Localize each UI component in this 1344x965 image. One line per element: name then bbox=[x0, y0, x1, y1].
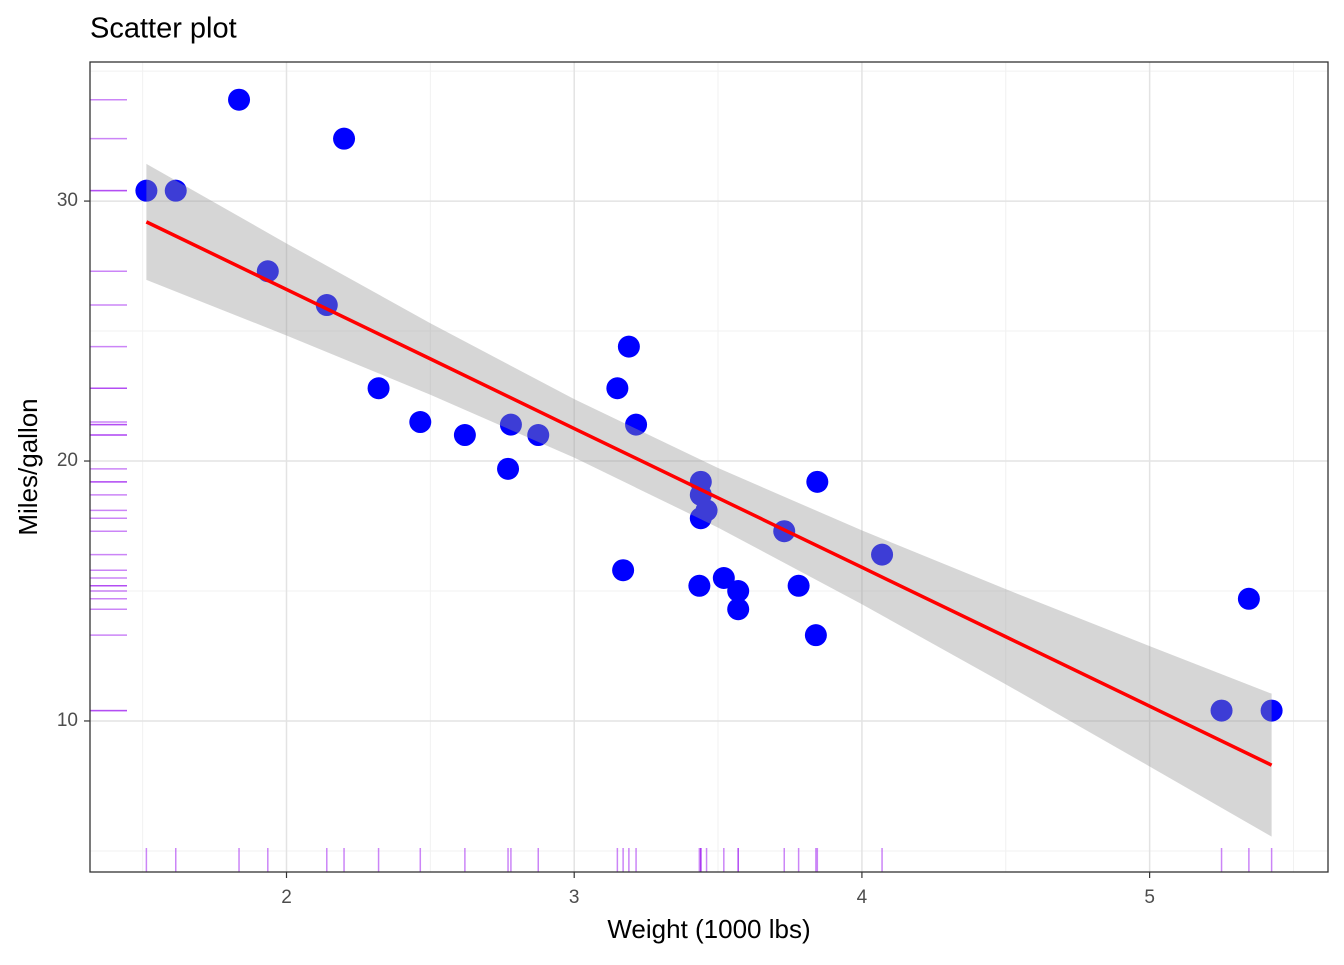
point bbox=[688, 574, 711, 597]
point bbox=[499, 413, 522, 436]
fit-line bbox=[145, 220, 1273, 767]
point bbox=[689, 507, 712, 530]
point bbox=[497, 457, 520, 480]
x-axis-label: Weight (1000 lbs) bbox=[607, 914, 810, 944]
x-tick-label: 5 bbox=[1144, 887, 1155, 908]
point bbox=[1260, 699, 1283, 722]
panel-background bbox=[90, 62, 1328, 872]
x-tick-label: 2 bbox=[281, 887, 292, 908]
y-tick-label: 30 bbox=[57, 190, 78, 211]
point bbox=[625, 413, 648, 436]
point bbox=[612, 559, 635, 582]
confidence-band bbox=[146, 163, 1272, 837]
point bbox=[228, 88, 251, 111]
point bbox=[333, 127, 356, 150]
point bbox=[606, 377, 629, 400]
y-axis-label: Miles/gallon bbox=[13, 398, 43, 535]
x-tick-label: 4 bbox=[857, 887, 868, 908]
point bbox=[727, 598, 750, 621]
point bbox=[712, 566, 735, 589]
y-tick-label: 20 bbox=[57, 450, 78, 471]
x-tick-label: 3 bbox=[569, 887, 580, 908]
point bbox=[527, 424, 550, 447]
y-tick-label: 10 bbox=[57, 710, 78, 731]
point bbox=[804, 624, 827, 647]
chart-title: Scatter plot bbox=[90, 13, 237, 45]
point bbox=[787, 574, 810, 597]
point bbox=[409, 411, 432, 434]
point bbox=[1237, 587, 1260, 610]
panel-border bbox=[89, 61, 1329, 873]
point bbox=[164, 179, 187, 202]
point bbox=[1210, 699, 1233, 722]
point bbox=[727, 579, 750, 602]
point bbox=[135, 179, 158, 202]
point bbox=[367, 377, 390, 400]
point bbox=[617, 335, 640, 358]
point bbox=[453, 424, 476, 447]
point bbox=[871, 543, 894, 566]
point bbox=[806, 470, 829, 493]
